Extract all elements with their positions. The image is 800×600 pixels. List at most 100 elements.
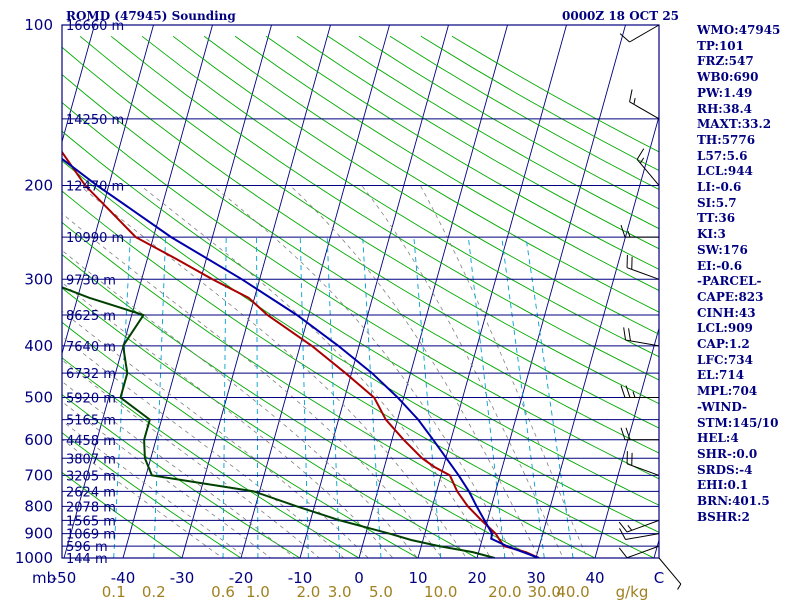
isotherm-line [240,25,390,558]
dry-adiabat [62,190,655,558]
wind-barb-flag [619,33,630,43]
mixing-ratio-tick-label: 0.6 [211,583,235,600]
wind-barb-flag [620,224,626,238]
moist-adiabat [212,185,516,558]
wind-barb-half-flag [639,157,645,164]
temperature-tick-label: 20 [467,569,486,587]
dry-adiabat [296,35,659,250]
moist-adiabat [419,185,588,558]
sounding-indices: WMO:47945 TP:101 FRZ:547 WB0:690 PW:1.49 RH:3… [697,23,780,526]
wind-barb-half-flag [633,98,636,105]
wind-barb-flag [618,521,628,533]
wind-barb [636,148,660,186]
dry-adiabat [62,160,659,533]
mixing-ratio-tick-label: 5.0 [369,583,393,600]
height-label: 12470 m [66,179,124,194]
height-label: 596 m [66,540,108,555]
height-label: 2078 m [66,500,116,515]
isotherm-line [181,25,331,558]
moist-adiabat [62,336,345,558]
pressure-tick-label: 400 [24,337,53,355]
station-title: ROMD (47945) Sounding [66,9,236,23]
wind-barb [619,24,660,43]
sounding-index: LFC:734 [697,352,753,367]
pressure-tick-label: 800 [24,497,53,515]
sounding-index: MPL:704 [697,384,758,399]
wind-barb-staff [625,339,660,347]
sounding-index: RH:38.4 [697,101,752,116]
dry-adiabat [110,35,659,381]
pressure-tick-label: 700 [24,466,53,484]
dry-adiabat [62,46,659,429]
wind-barb [620,427,659,441]
isotherm-line [594,326,659,558]
sounding-index: EHI:0.1 [697,478,749,493]
sounding-index: BRN:401.5 [697,494,770,509]
sounding-index: CAP:1.2 [697,337,750,352]
wind-barb-half-flag [627,230,631,238]
isotherm-line [358,25,508,558]
dry-adiabat [62,287,478,558]
moist-adiabat [62,282,394,558]
dry-adiabat [62,471,183,558]
wind-barb-flag [628,328,631,341]
wind-barb [623,327,660,347]
wind-barb [626,255,660,280]
moist-adiabat [361,185,564,558]
temperature-tick-label: 30 [526,569,545,587]
wind-barb [618,545,660,559]
sounding-index: EI:-0.6 [697,258,743,273]
moist-adiabat [62,420,248,558]
pressure-tick-label: 500 [24,389,53,407]
height-label: 14250 m [66,113,124,128]
wind-barbs [618,24,682,590]
moist-adiabat [62,401,272,558]
mixing-ratio-tick-label: 3.0 [328,583,352,600]
wind-barb-flag [625,427,631,440]
temperature-tick-label: -40 [111,569,136,587]
isotherm-line [63,25,213,558]
dry-adiabat [234,35,659,292]
sounding-index: CINH:43 [697,305,756,320]
height-label: 5920 m [66,392,116,407]
sounding-index: FRZ:547 [697,54,754,69]
sounding-index: TT:36 [697,211,736,226]
sounding-index: LI:-0.6 [697,180,742,195]
temperature-tick-label: -20 [229,569,254,587]
height-label: 9730 m [66,273,116,288]
height-label: 144 m [66,552,108,567]
sounding-index: SHR-:0.0 [697,446,758,461]
wind-barb-staff [626,545,660,559]
dry-adiabat [172,35,659,335]
dry-adiabat [265,35,659,270]
wind-barb-half-flag [632,391,636,398]
height-label: 5165 m [66,414,116,429]
plot-frame [61,24,660,559]
sounding-index: -WIND- [697,399,747,414]
dry-adiabat [203,35,659,313]
isotherm-line [62,25,95,144]
pressure-tick-label: 1000 [15,549,53,567]
wind-barb [620,385,659,399]
pressure-tick-label: 300 [24,270,53,288]
isotherm-line [417,25,567,558]
wind-barb-staff [629,101,660,120]
sounding-index: SW:176 [697,242,748,257]
wind-barb-staff [626,463,660,476]
sounding-index: SI:5.7 [697,195,737,210]
height-label: 3205 m [66,469,116,484]
wind-barb-staff [625,533,660,541]
moist-adiabat [62,212,443,558]
wind-barb-staff [626,267,660,280]
moist-adiabat [289,185,540,558]
height-label: 3807 m [66,452,116,467]
mixing-ratio-tick-label: 20.0 [488,583,521,600]
mixing-ratio-tick-label: 10.0 [424,583,457,600]
sounding-index: WMO:47945 [697,23,781,37]
temperature-tick-label: -30 [170,569,195,587]
mixing-ratio-tick-label: 1.0 [246,583,270,600]
height-label: 7640 m [66,340,116,355]
wind-barb-flag [620,427,626,440]
wind-barb [626,451,660,476]
